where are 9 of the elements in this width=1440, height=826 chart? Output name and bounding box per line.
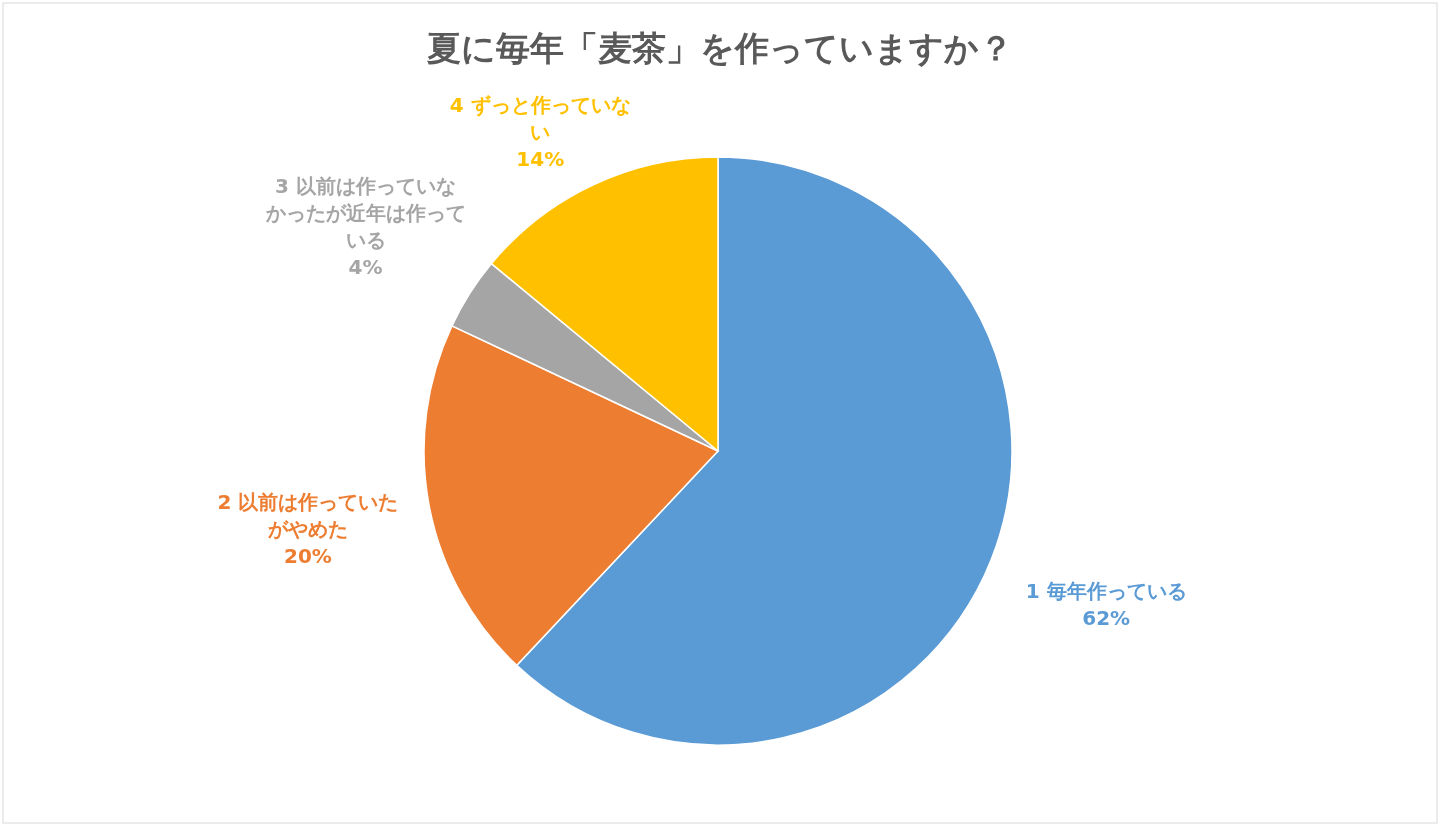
chart-title: 夏に毎年「麦茶」を作っていますか？ bbox=[427, 28, 1013, 68]
slice-label: 2 以前は作っていたがやめた bbox=[217, 489, 399, 541]
data-label: 20% bbox=[283, 543, 332, 568]
data-label: 14% bbox=[516, 147, 565, 171]
data-label: 62% bbox=[1082, 605, 1131, 630]
slice-label: 1 毎年作っている bbox=[1025, 578, 1187, 603]
data-label: 4% bbox=[348, 255, 383, 280]
slice-label: 4 ずっと作っていない bbox=[449, 93, 631, 144]
slice-label: 3 以前は作っていなかったが近年は作っている bbox=[264, 174, 466, 253]
